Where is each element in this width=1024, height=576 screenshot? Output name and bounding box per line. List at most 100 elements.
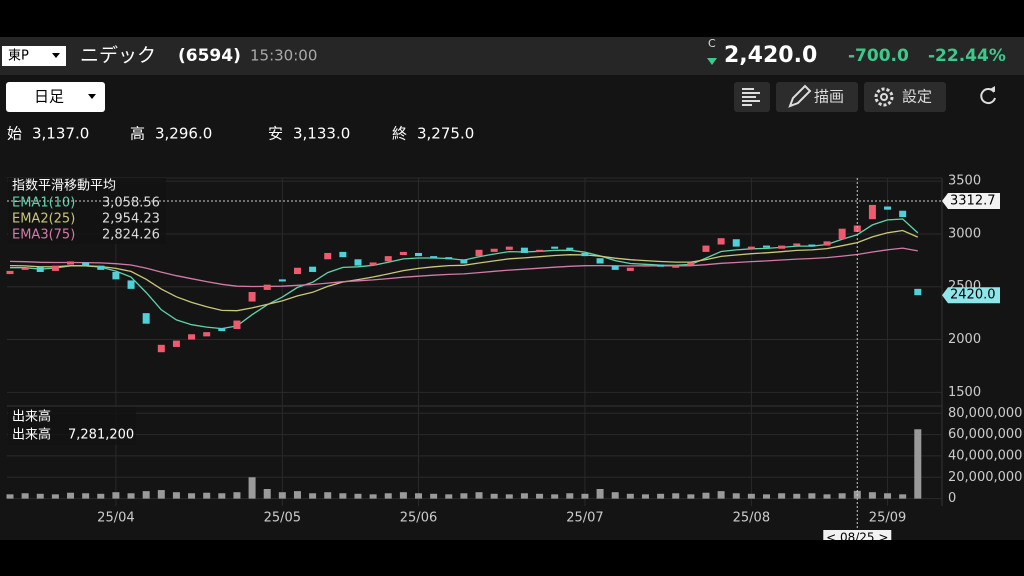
volume-bar: [203, 492, 211, 499]
candle: [505, 246, 513, 250]
candle: [717, 238, 725, 245]
candle: [581, 252, 589, 257]
candle: [702, 245, 710, 252]
x-tick-label: 25/06: [400, 511, 437, 526]
market-select[interactable]: [2, 46, 66, 66]
volume-bar: [324, 492, 332, 499]
x-tick-label: 25/07: [566, 511, 603, 526]
candle: [6, 270, 14, 275]
stock-name: ニデック: [80, 45, 156, 67]
period-select[interactable]: [6, 82, 105, 112]
candle: [369, 262, 377, 266]
candle: [354, 259, 362, 266]
candle: [157, 344, 165, 353]
volume-bar: [899, 494, 907, 499]
period: 日足: [34, 88, 64, 106]
price-tag: [942, 192, 1000, 209]
volume-bar: [702, 492, 710, 499]
volume-bar: [566, 493, 574, 499]
last-price-tag: [942, 287, 1000, 304]
volume-bar: [67, 492, 75, 499]
candle: [21, 267, 29, 270]
volume-bar: [233, 492, 241, 499]
volume-bar: [793, 493, 801, 499]
x-tick-label: 25/09: [869, 511, 906, 526]
gear-icon: [880, 93, 888, 101]
candle: [823, 241, 831, 246]
volume-bar: [611, 492, 619, 499]
price: 2,420.0: [724, 43, 817, 68]
change-pct: -22.44%: [928, 46, 1006, 66]
background: [0, 37, 1024, 540]
ohlc-label: 高: [130, 125, 145, 143]
volume-bar: [747, 493, 755, 499]
volume-bar: [157, 490, 165, 499]
candle: [97, 265, 105, 270]
candle: [672, 265, 680, 268]
volume-bar: [82, 493, 90, 499]
header-bar: [0, 37, 1024, 75]
volume-bar: [884, 493, 892, 499]
candle: [233, 320, 241, 329]
y-tick-label: 3500: [948, 174, 981, 189]
volume-bar: [415, 493, 423, 499]
candle: [339, 251, 347, 258]
volume-bar: [309, 493, 317, 499]
volume-bar: [172, 492, 180, 499]
volume-bar: [127, 493, 135, 499]
candle: [430, 256, 438, 259]
y-tick-label: 0: [948, 491, 956, 506]
volume-bar: [339, 493, 347, 499]
ohlc-value: 3,296.0: [155, 125, 212, 143]
candle: [914, 288, 922, 296]
candle: [309, 266, 317, 272]
candle: [793, 243, 801, 246]
change: -700.0: [848, 46, 909, 66]
candle: [536, 249, 544, 252]
volume-bar: [6, 494, 14, 499]
ohlc-value: 3,133.0: [293, 125, 350, 143]
candle: [732, 239, 740, 247]
candle: [899, 210, 907, 218]
candle: [384, 256, 392, 262]
y-tick-label: 60,000,000: [948, 427, 1022, 442]
candle: [520, 247, 528, 253]
volume-bar: [354, 493, 362, 499]
refresh-icon[interactable]: [980, 88, 996, 105]
volume-bar: [188, 493, 196, 499]
draw: 描画: [814, 88, 844, 106]
volume-bar: [263, 489, 271, 499]
volume-bar: [21, 493, 29, 499]
legend-name: EMA3(75): [12, 228, 75, 243]
y-tick-label: 2000: [948, 332, 981, 347]
candle: [445, 257, 453, 260]
ohlc-label: 安: [268, 125, 283, 143]
volume-bar: [445, 494, 453, 499]
volume-bar: [384, 493, 392, 499]
legend-box: [8, 407, 136, 445]
candle: [218, 327, 226, 332]
candle: [278, 279, 286, 282]
volume-bar: [763, 494, 770, 499]
candle: [142, 313, 150, 324]
volume-bar: [460, 493, 468, 499]
volume-bar: [142, 491, 150, 499]
legend-value: 3,058.56: [102, 196, 160, 211]
y-tick-label: 3000: [948, 226, 981, 241]
volume-bar: [838, 493, 846, 499]
candle: [490, 248, 498, 252]
candle: [263, 284, 271, 290]
ohlc-label: 終: [392, 125, 407, 143]
volume-bar: [36, 493, 44, 499]
time: 15:30:00: [250, 47, 317, 65]
candle: [551, 246, 559, 249]
volume-bar: [732, 493, 740, 499]
volume-bar: [97, 493, 105, 499]
candle: [415, 252, 423, 257]
volume-bar: [369, 494, 377, 499]
volume-bar: [293, 491, 301, 499]
volume-bar: [657, 493, 665, 499]
candle: [626, 267, 634, 271]
volume-bar: [823, 494, 831, 499]
